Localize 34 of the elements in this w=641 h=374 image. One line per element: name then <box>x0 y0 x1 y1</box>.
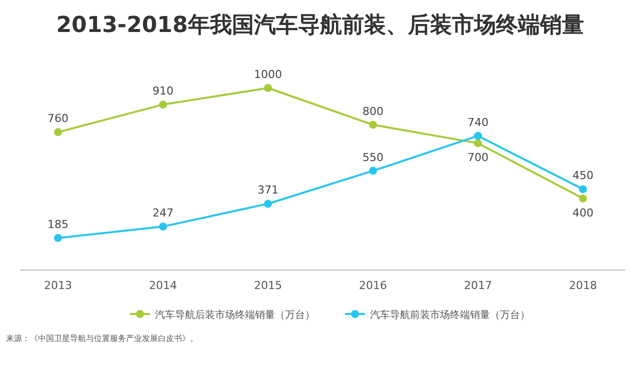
legend-label: 汽车导航后装市场终端销量（万台） <box>155 309 315 321</box>
point <box>54 234 62 242</box>
point <box>579 194 587 202</box>
point <box>369 166 377 175</box>
data-label: 185 <box>48 218 68 231</box>
x-tick-label: 2017 <box>464 279 492 292</box>
data-label: 1000 <box>254 68 282 81</box>
x-tick-label: 2014 <box>149 279 177 292</box>
point <box>474 132 482 140</box>
point <box>264 84 272 92</box>
x-tick-label: 2018 <box>569 279 597 292</box>
x-tick-label: 2013 <box>44 279 72 292</box>
point <box>579 185 587 194</box>
data-label: 450 <box>572 169 594 182</box>
point <box>54 128 62 136</box>
point <box>369 120 377 129</box>
chart-title: 2013-2018年我国汽车导航前装、后装市场终端销量 <box>56 12 584 38</box>
data-label: 760 <box>48 112 68 126</box>
data-label: 740 <box>468 116 488 129</box>
data-label: 700 <box>468 151 488 164</box>
data-label: 371 <box>258 184 278 197</box>
data-label: 800 <box>362 104 384 118</box>
point <box>264 200 272 208</box>
data-label: 910 <box>152 84 174 98</box>
legend-label: 汽车导航前装市场终端销量（万台） <box>370 309 530 321</box>
x-tick-label: 2015 <box>254 279 282 292</box>
x-tick-label: 2016 <box>359 279 387 292</box>
data-label: 550 <box>362 150 384 164</box>
source-note: 来源：《中国卫星导航与位置服务产业发展白皮书》。 <box>6 334 198 343</box>
point <box>159 222 167 231</box>
data-label: 400 <box>572 206 594 220</box>
point <box>159 100 167 109</box>
data-label: 247 <box>152 206 174 220</box>
point <box>474 139 482 148</box>
